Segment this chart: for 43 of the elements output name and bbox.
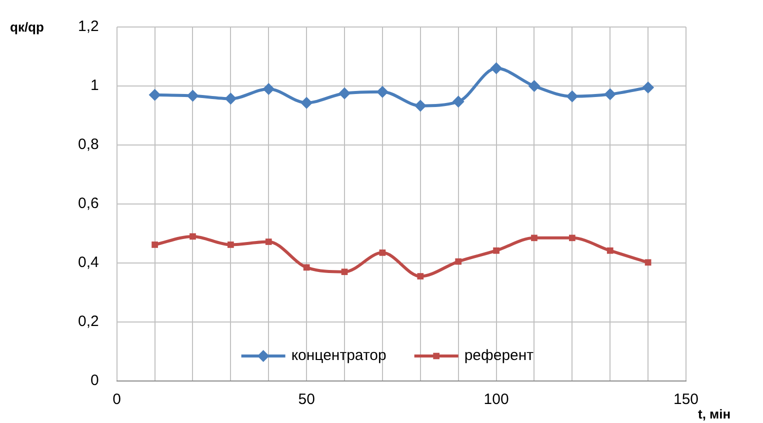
point bbox=[152, 242, 158, 248]
point bbox=[604, 88, 616, 100]
legend-label: концентратор bbox=[291, 347, 386, 364]
point bbox=[642, 81, 654, 94]
y-tick-label: 1,2 bbox=[78, 18, 99, 36]
x-tick-label: 100 bbox=[484, 391, 509, 408]
point bbox=[303, 264, 310, 271]
point bbox=[528, 80, 540, 92]
point bbox=[490, 62, 502, 74]
x-tick-label: 50 bbox=[298, 391, 315, 408]
point bbox=[455, 258, 462, 265]
point bbox=[644, 259, 652, 266]
y-tick-label: 0 bbox=[90, 372, 99, 390]
point bbox=[414, 100, 426, 112]
y-tick-label: 0,8 bbox=[78, 136, 99, 154]
point bbox=[148, 88, 161, 101]
point bbox=[531, 234, 538, 242]
point bbox=[606, 247, 614, 254]
point bbox=[338, 87, 351, 100]
point bbox=[493, 247, 500, 254]
point bbox=[379, 249, 386, 256]
x-axis-title: t, мін bbox=[698, 406, 731, 422]
point bbox=[452, 96, 464, 108]
point bbox=[300, 96, 313, 109]
point bbox=[417, 273, 424, 280]
x-tick-label: 150 bbox=[673, 391, 699, 408]
legend-label: референт bbox=[464, 347, 534, 364]
y-tick-label: 0,4 bbox=[78, 254, 99, 272]
point bbox=[566, 90, 578, 102]
point bbox=[228, 242, 234, 248]
point bbox=[568, 234, 576, 242]
point bbox=[341, 268, 348, 276]
point bbox=[376, 86, 388, 98]
point bbox=[262, 82, 275, 95]
y-tick-label: 1 bbox=[90, 77, 99, 94]
point bbox=[224, 92, 237, 105]
x-tick-label: 0 bbox=[112, 391, 122, 408]
y-axis-title: qк/qр bbox=[10, 20, 44, 35]
y-tick-label: 0,6 bbox=[78, 195, 99, 212]
point bbox=[265, 238, 272, 245]
point bbox=[190, 233, 196, 240]
y-tick-label: 0,2 bbox=[78, 313, 99, 330]
point bbox=[186, 90, 199, 102]
